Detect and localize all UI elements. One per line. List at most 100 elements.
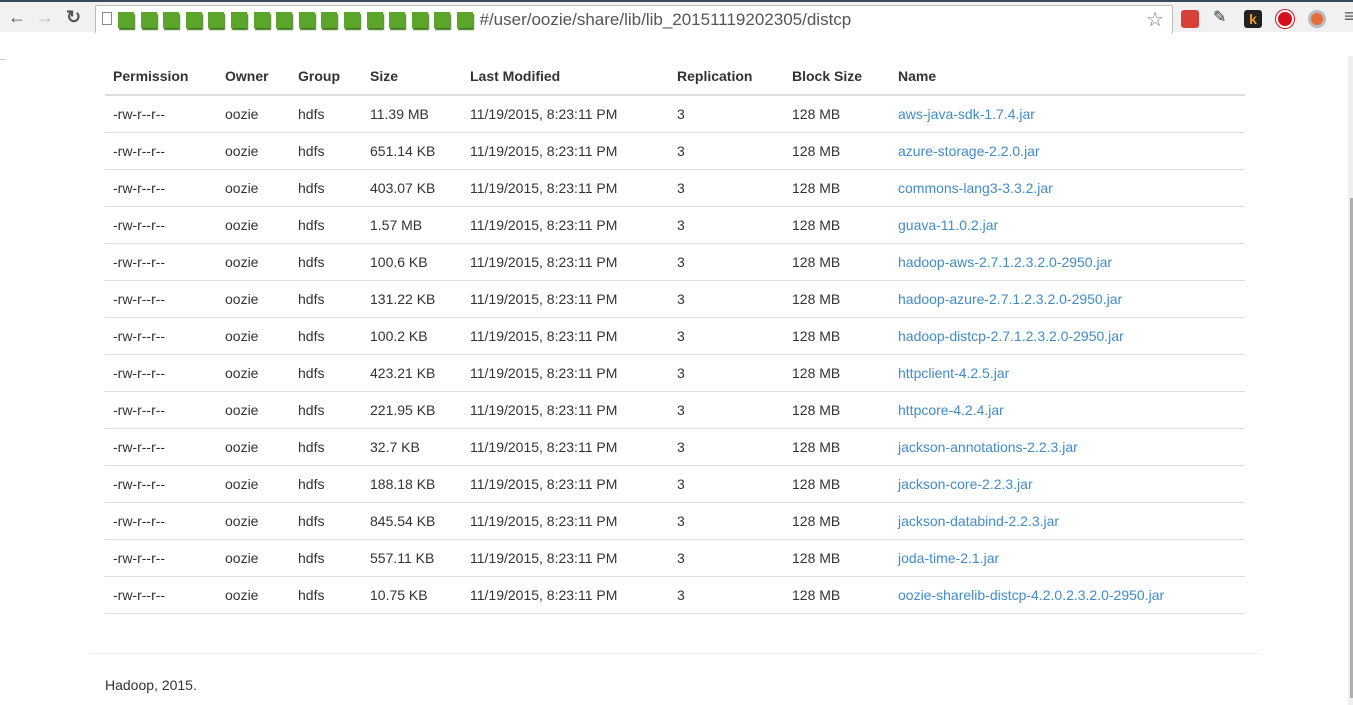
column-header[interactable]: Size	[362, 57, 462, 96]
bookmark-star-icon[interactable]: ☆	[1146, 9, 1164, 31]
size-cell: 131.22 KB	[362, 280, 462, 318]
table-row: -rw-r--r-- oozie hdfs 651.14 KB 11/19/2015, …	[105, 132, 1245, 170]
name-cell: hadoop-azure-2.7.1.2.3.2.0-2950.jar	[890, 280, 1245, 318]
replication-cell: 3	[669, 428, 784, 466]
replication-cell: 3	[669, 539, 784, 577]
file-link[interactable]: joda-time-2.1.jar	[898, 549, 1000, 566]
permission-cell: -rw-r--r--	[105, 169, 217, 207]
permission-cell: -rw-r--r--	[105, 317, 217, 355]
file-link[interactable]: jackson-databind-2.2.3.jar	[898, 512, 1060, 529]
file-link[interactable]: hadoop-distcp-2.7.1.2.3.2.0-2950.jar	[898, 327, 1124, 344]
column-header[interactable]: Name	[890, 57, 1245, 96]
block-size-cell: 128 MB	[784, 391, 890, 429]
redaction-block	[411, 12, 428, 28]
name-cell: jackson-core-2.2.3.jar	[890, 465, 1245, 503]
file-link[interactable]: commons-lang3-3.3.2.jar	[898, 179, 1053, 196]
menu-icon[interactable]: ≡	[1344, 6, 1353, 26]
replication-cell: 3	[669, 576, 784, 614]
owner-cell: oozie	[217, 280, 290, 318]
redaction-block	[230, 12, 247, 28]
block-size-cell: 128 MB	[784, 502, 890, 540]
replication-cell: 3	[669, 354, 784, 392]
redaction-block	[118, 12, 134, 28]
column-header[interactable]: Replication	[669, 57, 784, 96]
file-link[interactable]: jackson-annotations-2.2.3.jar	[898, 438, 1078, 455]
group-cell: hdfs	[290, 132, 362, 170]
last-modified-cell: 11/19/2015, 8:23:11 PM	[462, 576, 669, 614]
table-row: -rw-r--r-- oozie hdfs 403.07 KB 11/19/2015, …	[105, 169, 1245, 207]
file-link[interactable]: hadoop-aws-2.7.1.2.3.2.0-2950.jar	[898, 253, 1113, 270]
redaction-block	[321, 12, 338, 28]
table-row: -rw-r--r-- oozie hdfs 100.2 KB 11/19/2015, 8…	[105, 317, 1245, 355]
block-size-cell: 128 MB	[784, 169, 890, 207]
file-link[interactable]: httpcore-4.2.4.jar	[898, 401, 1004, 418]
page-icon	[102, 12, 112, 25]
file-link[interactable]: httpclient-4.2.5.jar	[898, 364, 1010, 381]
permission-cell: -rw-r--r--	[105, 539, 217, 577]
replication-cell: 3	[669, 169, 784, 207]
extension-k-icon[interactable]: k	[1244, 10, 1262, 28]
url-path: #/user/oozie/share/lib/lib_2015111920230…	[479, 10, 852, 29]
name-cell: jackson-annotations-2.2.3.jar	[890, 428, 1245, 466]
last-modified-cell: 11/19/2015, 8:23:11 PM	[462, 317, 669, 355]
forward-arrow-icon[interactable]: →	[36, 7, 54, 27]
replication-cell: 3	[669, 465, 784, 503]
last-modified-cell: 11/19/2015, 8:23:11 PM	[462, 428, 669, 466]
extension-record-icon[interactable]	[1308, 10, 1326, 28]
file-link[interactable]: azure-storage-2.2.0.jar	[898, 142, 1040, 159]
group-cell: hdfs	[290, 391, 362, 429]
owner-cell: oozie	[217, 243, 290, 281]
redaction-block	[185, 12, 202, 28]
name-cell: joda-time-2.1.jar	[890, 539, 1245, 577]
back-arrow-icon[interactable]: ←	[8, 7, 26, 27]
column-header[interactable]: Block Size	[784, 57, 890, 96]
name-cell: httpcore-4.2.4.jar	[890, 391, 1245, 429]
redacted-url-part	[118, 12, 480, 28]
file-link[interactable]: aws-java-sdk-1.7.4.jar	[898, 105, 1035, 122]
reload-icon[interactable]: ↻	[66, 7, 82, 27]
replication-cell: 3	[669, 502, 784, 540]
owner-cell: oozie	[217, 391, 290, 429]
owner-cell: oozie	[217, 317, 290, 355]
table-row: -rw-r--r-- oozie hdfs 32.7 KB 11/19/2015, 8:…	[105, 428, 1245, 466]
table-row: -rw-r--r-- oozie hdfs 221.95 KB 11/19/2015, …	[105, 391, 1245, 429]
redaction-block	[208, 12, 225, 28]
footer-divider	[90, 653, 1260, 654]
owner-cell: oozie	[217, 502, 290, 540]
table-row: -rw-r--r-- oozie hdfs 557.11 KB 11/19/2015, …	[105, 539, 1245, 577]
redaction-block	[343, 12, 360, 28]
size-cell: 1.57 MB	[362, 206, 462, 244]
file-link[interactable]: hadoop-azure-2.7.1.2.3.2.0-2950.jar	[898, 290, 1123, 307]
file-link[interactable]: guava-11.0.2.jar	[898, 216, 999, 233]
table-row: -rw-r--r-- oozie hdfs 11.39 MB 11/19/2015, 8…	[105, 95, 1245, 133]
group-cell: hdfs	[290, 169, 362, 207]
column-header[interactable]: Owner	[217, 57, 290, 96]
block-size-cell: 128 MB	[784, 354, 890, 392]
table-row: -rw-r--r-- oozie hdfs 1.57 MB 11/19/2015, 8:…	[105, 206, 1245, 244]
table-row: -rw-r--r-- oozie hdfs 845.54 KB 11/19/2015, …	[105, 502, 1245, 540]
file-link[interactable]: oozie-sharelib-distcp-4.2.0.2.3.2.0-2950…	[898, 586, 1165, 603]
permission-cell: -rw-r--r--	[105, 391, 217, 429]
size-cell: 423.21 KB	[362, 354, 462, 392]
owner-cell: oozie	[217, 576, 290, 614]
column-header[interactable]: Permission	[105, 57, 217, 96]
last-modified-cell: 11/19/2015, 8:23:11 PM	[462, 280, 669, 318]
adblock-icon[interactable]	[1276, 10, 1294, 28]
scrollbar-thumb[interactable]	[1350, 198, 1353, 698]
extension-lamp-icon[interactable]: ✎	[1213, 9, 1227, 26]
size-cell: 100.6 KB	[362, 243, 462, 281]
block-size-cell: 128 MB	[784, 428, 890, 466]
owner-cell: oozie	[217, 206, 290, 244]
extension-a-icon[interactable]	[1181, 10, 1199, 28]
browser-toolbar: ← → ↻ #/user/oozie/share/lib/lib_2015111…	[0, 0, 1353, 33]
permission-cell: -rw-r--r--	[105, 354, 217, 392]
permission-cell: -rw-r--r--	[105, 132, 217, 170]
block-size-cell: 128 MB	[784, 243, 890, 281]
file-link[interactable]: jackson-core-2.2.3.jar	[898, 475, 1033, 492]
replication-cell: 3	[669, 243, 784, 281]
column-header[interactable]: Last Modified	[462, 57, 669, 96]
column-header[interactable]: Group	[290, 57, 362, 96]
redaction-block	[163, 12, 180, 28]
redaction-block	[298, 12, 315, 28]
address-bar[interactable]: #/user/oozie/share/lib/lib_2015111920230…	[95, 5, 1173, 33]
